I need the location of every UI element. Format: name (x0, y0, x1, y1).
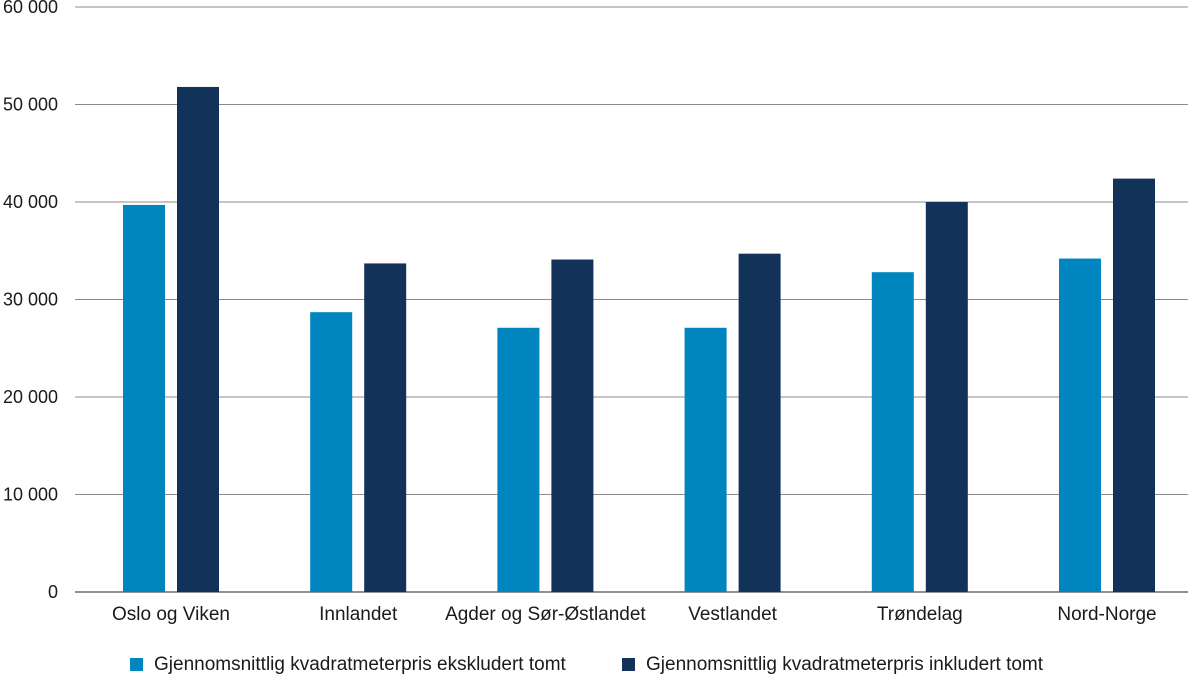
x-tick-label: Oslo og Viken (112, 604, 230, 625)
bar-ekskludert-2 (497, 327, 540, 592)
legend-swatch-0 (130, 658, 143, 671)
bar-ekskludert-4 (871, 272, 914, 592)
bar-inkludert-4 (925, 202, 968, 592)
y-tick-label: 60 000 (3, 0, 58, 17)
bar-ekskludert-1 (310, 312, 353, 592)
bar-ekskludert-3 (684, 327, 727, 592)
legend-label-1: Gjennomsnittlig kvadratmeterpris inklude… (646, 654, 1044, 675)
bar-ekskludert-5 (1059, 258, 1101, 592)
bar-inkludert-5 (1113, 178, 1155, 592)
legend-swatch-1 (622, 658, 635, 671)
bars (123, 86, 1155, 593)
y-tick-label: 50 000 (3, 95, 58, 115)
x-tick-label: Trøndelag (877, 604, 963, 625)
bar-ekskludert-0 (123, 204, 165, 593)
y-tick-label: 10 000 (3, 485, 58, 505)
bar-inkludert-0 (177, 86, 219, 592)
x-tick-label: Vestlandet (688, 604, 777, 625)
y-tick-label: 40 000 (3, 192, 58, 212)
bar-inkludert-3 (738, 253, 781, 593)
bar-inkludert-1 (364, 263, 407, 592)
x-tick-label: Agder og Sør-Østlandet (445, 604, 646, 625)
gridlines (75, 6, 1188, 593)
y-tick-label: 0 (48, 582, 58, 602)
y-axis: 0 10 000 20 000 30 000 40 000 50 000 60 000 (3, 0, 58, 602)
x-tick-label: Innlandet (319, 604, 398, 625)
legend: Gjennomsnittlig kvadratmeterpris eksklud… (130, 654, 1044, 675)
x-axis: Oslo og Viken Innlandet Agder og Sør-Østla… (112, 604, 1157, 625)
legend-label-0: Gjennomsnittlig kvadratmeterpris eksklud… (154, 654, 567, 675)
x-tick-label: Nord-Norge (1057, 604, 1156, 625)
bar-inkludert-2 (551, 259, 594, 592)
y-tick-label: 30 000 (3, 290, 58, 310)
y-tick-label: 20 000 (3, 387, 58, 407)
